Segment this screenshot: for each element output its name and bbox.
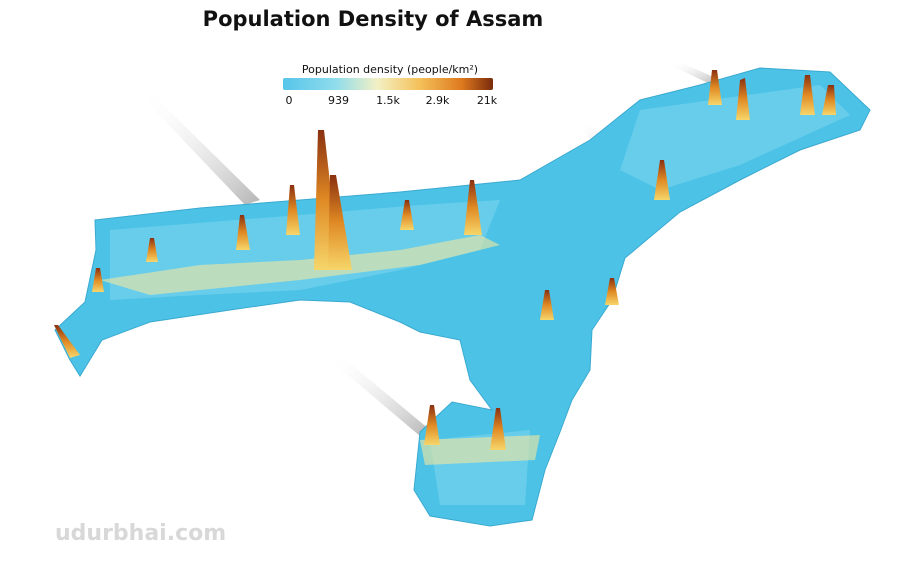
title: Population Density of Assam xyxy=(203,7,544,31)
legend-tick-label: 939 xyxy=(328,94,349,107)
legend-colorbar xyxy=(283,78,493,90)
watermark: udurbhai.com xyxy=(55,521,226,546)
density-spikes xyxy=(54,70,836,450)
legend-ticks: 0 939 1.5k 2.9k 21k xyxy=(286,94,498,107)
legend-tick-label: 2.9k xyxy=(426,94,450,107)
legend-tick-label: 0 xyxy=(286,94,293,107)
legend-tick-label: 21k xyxy=(477,94,498,107)
hill-texture xyxy=(110,85,850,505)
legend-title: Population density (people/km²) xyxy=(302,63,478,76)
legend-tick-label: 1.5k xyxy=(376,94,400,107)
